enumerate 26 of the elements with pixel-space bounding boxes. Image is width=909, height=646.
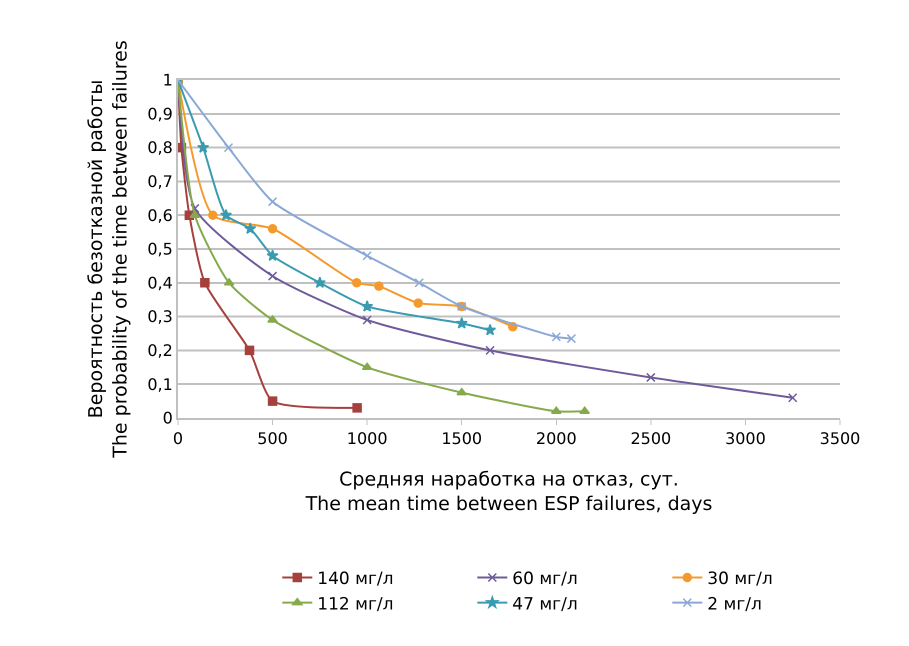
legend-label: 30 мг/л: [707, 569, 773, 590]
y-tick-label: 0,1: [147, 374, 173, 394]
y-tick-label: 0,6: [147, 206, 173, 225]
legend-label: 140 мг/л: [317, 569, 394, 590]
y-tick-label: 0,2: [147, 341, 173, 360]
x-tick-label: 3000: [725, 429, 766, 448]
y-tick-label: 0,3: [147, 307, 173, 326]
x-tick-label: 1000: [346, 429, 388, 448]
legend-label: 47 мг/л: [512, 594, 578, 614]
legend-label: 2 мг/л: [707, 594, 762, 614]
x-tick-label: 1500: [441, 429, 482, 448]
x-axis-title: Средняя наработка на отказ, сут. The mean time between ESP failures, days: [304, 468, 712, 516]
y-tick-label: 0,8: [147, 138, 173, 158]
legend-label: 60 мг/л: [512, 569, 578, 590]
y-tick-label: 0,4: [147, 273, 173, 292]
y-tick-label: 0: [162, 408, 173, 428]
x-tick-label: 2000: [536, 429, 577, 448]
y-tick-label: 1: [162, 70, 173, 90]
x-tick-label: 3500: [820, 429, 860, 448]
x-tick-label: 2500: [630, 429, 672, 448]
legend-label: 112 мг/л: [317, 594, 394, 614]
y-tick-label: 0,9: [147, 104, 173, 124]
x-tick-label: 500: [257, 429, 288, 448]
y-axis-title: Вероятность безотказной работы The probability of the time between failures: [84, 40, 132, 459]
y-tick-label: 0,5: [147, 240, 173, 259]
y-tick-label: 0,7: [147, 172, 173, 191]
